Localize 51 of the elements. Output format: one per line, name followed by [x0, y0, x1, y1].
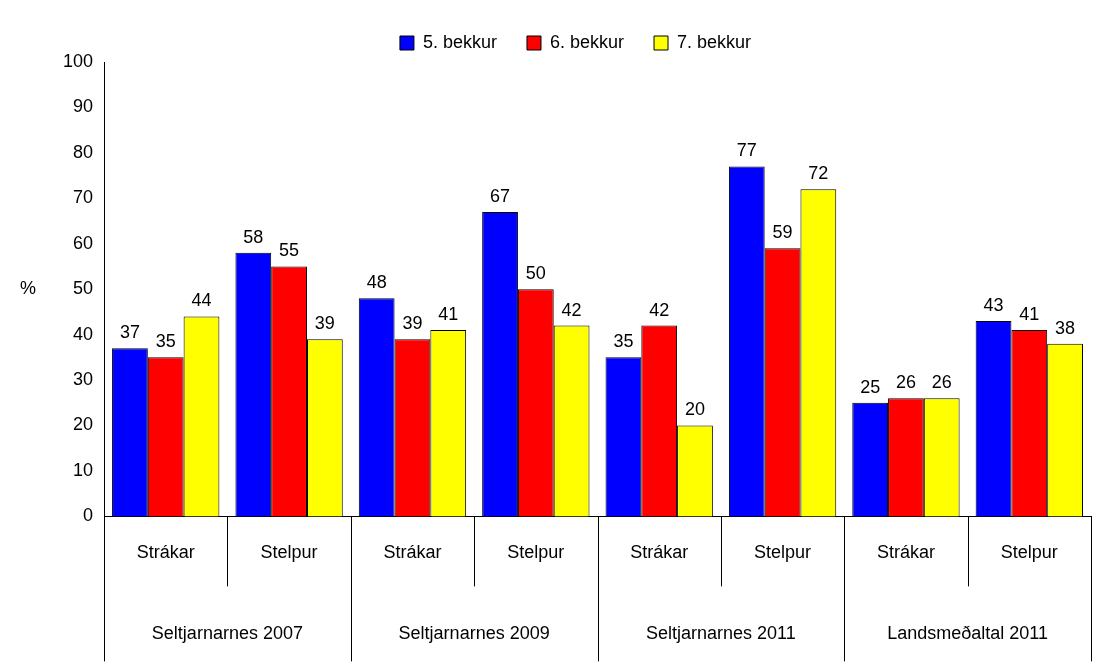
data-label: 41	[438, 304, 459, 325]
text: Seltjarnarnes 2011	[646, 623, 796, 644]
data-label: 43	[983, 294, 1004, 315]
y-tick-label: 60	[73, 232, 94, 253]
data-label: 50	[525, 263, 546, 284]
data-label: 25	[860, 376, 881, 397]
y-tick-label: 40	[73, 323, 94, 344]
x-tick-label: Strákar	[876, 542, 935, 563]
data-label: 42	[649, 299, 670, 320]
y-tick-label: 90	[73, 96, 94, 117]
y-tick-label: 50	[73, 278, 94, 299]
text: Landsmeðaltal 2011	[887, 623, 1049, 644]
legend-label: 6. bekkur	[549, 31, 625, 52]
data-label: 44	[191, 290, 212, 311]
y-tick-label: 30	[73, 369, 94, 390]
x-tick-label: Stelpur	[507, 542, 565, 563]
y-tick-label: 70	[73, 187, 94, 208]
data-label: 35	[613, 331, 634, 352]
data-label: 58	[243, 226, 264, 247]
data-label: 39	[314, 313, 335, 334]
data-label: 48	[366, 272, 387, 293]
data-label: 20	[684, 399, 705, 420]
data-label: 26	[931, 372, 952, 393]
y-tick-label: 10	[73, 459, 94, 480]
x-tick-label: Strákar	[136, 542, 195, 563]
data-label: 55	[279, 240, 300, 261]
data-label: 39	[402, 313, 423, 334]
data-label: 26	[895, 372, 916, 393]
y-tick-label: 100	[62, 50, 94, 71]
text: Seltjarnarnes 2007	[151, 623, 303, 644]
data-label: 35	[155, 331, 176, 352]
x-tick-label: Stelpur	[260, 542, 318, 563]
y-tick-label: 20	[73, 414, 94, 435]
data-label: 41	[1019, 304, 1040, 325]
data-label: 72	[808, 163, 829, 184]
x-tick-label: Strákar	[383, 542, 442, 563]
y-tick-label: 80	[73, 141, 94, 162]
data-label: 67	[490, 185, 511, 206]
text: Seltjarnarnes 2009	[398, 623, 550, 644]
y-tick-label: 0	[83, 505, 94, 526]
legend-label: 7. bekkur	[677, 31, 752, 52]
y-axis-title: %	[19, 278, 37, 299]
legend-label: 5. bekkur	[422, 31, 497, 52]
x-tick-label: Stelpur	[754, 542, 812, 563]
x-tick-label: Strákar	[630, 542, 689, 563]
data-label: 59	[772, 222, 793, 243]
data-label: 38	[1055, 317, 1076, 338]
x-tick-label: Stelpur	[1000, 542, 1058, 563]
data-label: 42	[561, 299, 582, 320]
data-label: 77	[736, 140, 757, 161]
data-label: 37	[119, 322, 140, 343]
